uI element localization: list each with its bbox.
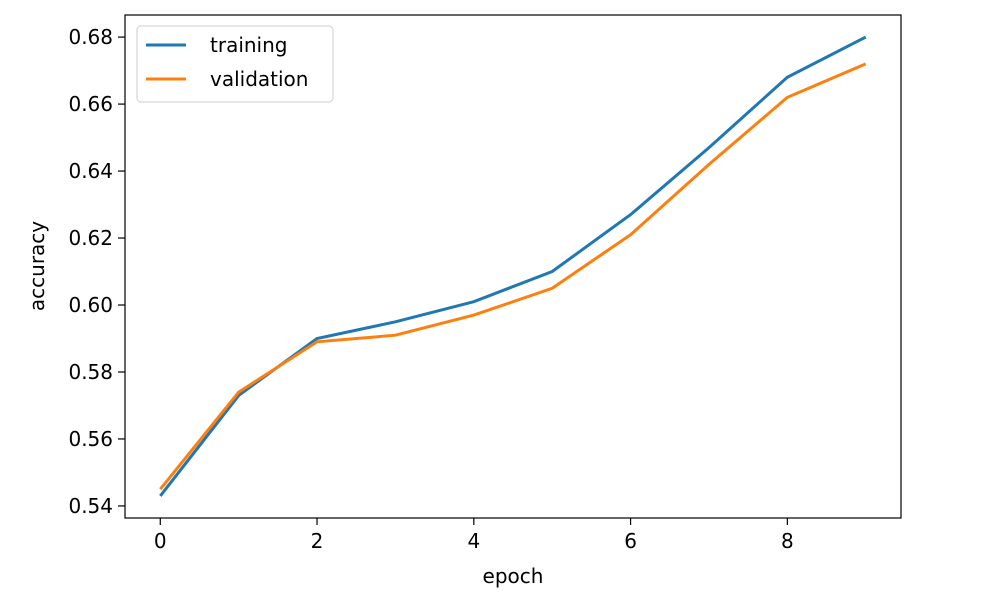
x-tick-label: 4	[467, 529, 480, 553]
y-tick-label: 0.60	[68, 293, 113, 317]
y-tick-label: 0.68	[68, 25, 113, 49]
y-tick-label: 0.62	[68, 226, 113, 250]
y-tick-label: 0.64	[68, 159, 113, 183]
y-tick-label: 0.56	[68, 427, 113, 451]
series-line-validation	[159, 62, 867, 491]
y-axis-label: accuracy	[25, 221, 49, 311]
x-tick-label: 8	[781, 529, 794, 553]
y-tick-label: 0.58	[68, 360, 113, 384]
legend-label-validation: validation	[210, 67, 308, 91]
x-tick-label: 6	[624, 529, 637, 553]
y-tick-label: 0.66	[68, 92, 113, 116]
plot-frame	[124, 14, 902, 519]
y-tick-label: 0.54	[68, 494, 113, 518]
x-tick-label: 0	[154, 529, 167, 553]
legend-label-training: training	[210, 33, 287, 57]
x-tick-label: 2	[311, 529, 324, 553]
x-axis-label: epoch	[483, 564, 544, 588]
legend: training validation	[136, 25, 334, 103]
series-line-training	[159, 35, 867, 497]
